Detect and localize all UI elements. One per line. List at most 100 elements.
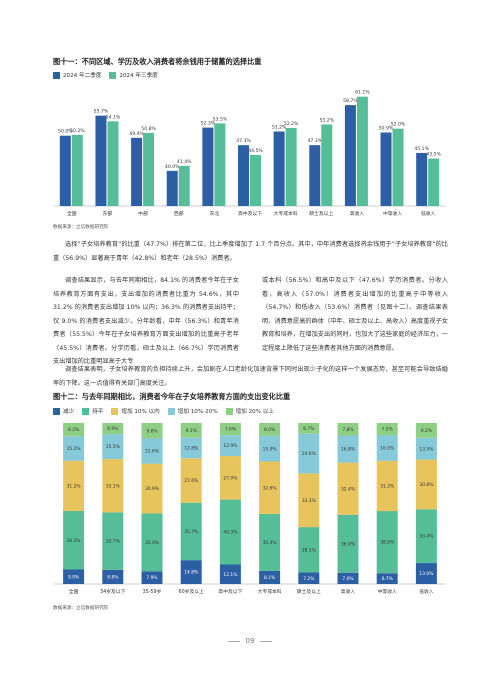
stack-value-label: 7.2% (303, 576, 314, 582)
stack-segment-up10 (219, 456, 241, 500)
stack-segment-flat (376, 511, 398, 574)
stack-segment-flat (141, 513, 163, 572)
x-tick-label: 全国 (67, 210, 77, 217)
page-number-text: 09 (245, 637, 255, 645)
bar-q2 (344, 105, 356, 206)
stack-segment-up20 (337, 423, 359, 436)
stack-value-label: 28.1% (302, 547, 316, 553)
stack-value-label: 6.9% (107, 426, 118, 432)
legend-label-q2: 2024 年二季度 (63, 73, 102, 79)
stack-value-label: 8.0% (264, 427, 275, 433)
legend-item-up20: 增加 20% 以上 (225, 407, 274, 415)
stack-value-label: 15.9% (263, 446, 277, 452)
stack-segment-up10 (298, 473, 320, 528)
stack-value-label: 30.8% (419, 482, 433, 488)
stack-segment-decrease (337, 572, 359, 584)
x-tick-label: 中部 (138, 210, 148, 217)
bar-value-label: 49.4% (129, 131, 144, 137)
stack-segment-flat (219, 499, 241, 565)
bar-value-label: 47.3% (307, 138, 322, 144)
stack-value-label: 33.3% (302, 498, 316, 504)
legend-swatch-up10-20 (167, 407, 175, 415)
stack-segment-decrease (102, 569, 124, 584)
paragraph-2-left: 调查结果显示，与去年同期相比，84.1% 的消费者今年在子女培养教育方面有支出，… (53, 274, 239, 369)
x-tick-label: 东北 (210, 210, 220, 217)
stack-segment-decrease (180, 560, 202, 584)
bar-q2 (131, 137, 143, 206)
bar-q3 (71, 134, 83, 206)
figure11-legend: 2024 年二季度 2024 年三季度 (53, 71, 158, 79)
stack-segment-up10-20 (141, 438, 163, 464)
stack-segment-up20 (219, 423, 241, 436)
bar-value-label: 54.1% (106, 114, 121, 120)
bar-q3 (107, 121, 119, 206)
stack-value-label: 12.8% (184, 446, 198, 452)
stack-segment-flat (63, 510, 85, 570)
legend-item-up10-20: 增加 10%-20% (167, 407, 218, 415)
legend-item-flat: 持平 (82, 407, 103, 415)
bar-value-label: 44.5% (248, 148, 263, 154)
stack-segment-up20 (63, 423, 85, 437)
stack-segment-decrease (298, 572, 320, 584)
x-tick-label: 硕士及以上 (309, 210, 333, 217)
stack-value-label: 9.0% (68, 574, 79, 580)
stack-value-label: 8.2% (68, 427, 79, 433)
x-tick-label: 中等收入 (383, 210, 402, 217)
stack-value-label: 6.7% (382, 576, 393, 582)
stack-value-label: 35.7% (106, 539, 120, 545)
stack-segment-up10 (376, 460, 398, 512)
stack-segment-up10 (337, 462, 359, 515)
bar-value-label: 50.2% (70, 128, 85, 134)
stack-value-label: 16.8% (341, 447, 355, 453)
bar-value-label: 53.5% (213, 116, 228, 122)
bar-value-label: 50.0% (58, 129, 73, 135)
bar-q2 (309, 145, 321, 206)
stack-segment-up10-20 (376, 435, 398, 461)
bar-q3 (356, 96, 368, 206)
stack-segment-up10-20 (219, 435, 241, 457)
paragraph-2-right: 或本科（56.5%）和高中及以下（47.6%）学历消费者。分收入看，高收入（57… (262, 274, 448, 355)
stack-value-label: 9.2% (421, 428, 432, 434)
stack-value-label: 32.4% (341, 486, 355, 492)
bar-value-label: 50.9% (379, 126, 394, 132)
bar-value-label: 52.2% (284, 121, 299, 127)
bar-q3 (143, 132, 155, 206)
stack-segment-up20 (180, 423, 202, 438)
stack-value-label: 27.0% (223, 475, 237, 481)
stack-segment-decrease (415, 563, 437, 584)
bar-q3 (214, 123, 226, 206)
stack-segment-up10-20 (415, 437, 437, 460)
stack-segment-up10-20 (298, 433, 320, 474)
x-tick-label: 高中及以下 (218, 588, 242, 595)
x-tick-label: 东部 (103, 210, 113, 217)
x-tick-label: 大专或本科 (274, 210, 298, 217)
stack-segment-up10 (141, 463, 163, 514)
bar-value-label: 55.7% (94, 109, 109, 115)
x-tick-label: 大专或本科 (258, 588, 282, 595)
stack-value-label: 7.6% (225, 427, 236, 433)
legend-swatch-q3 (109, 71, 117, 79)
paragraph-2-left-text: 调查结果显示，与去年同期相比，84.1% 的消费者今年在子女培养教育方面有支出，… (53, 277, 239, 365)
x-tick-label: 硕士及以上 (297, 588, 321, 595)
stack-value-label: 6.7% (303, 426, 314, 432)
stack-value-label: 27.6% (184, 478, 198, 484)
bar-q3 (285, 127, 297, 206)
stack-segment-decrease (259, 570, 281, 584)
bar-value-label: 50.8% (141, 126, 156, 132)
stack-segment-up10-20 (63, 436, 85, 461)
x-tick-label: 低收入 (419, 588, 434, 595)
stack-segment-up20 (415, 423, 437, 438)
stack-segment-up10 (102, 459, 124, 513)
paragraph-3-text: 调查结果表明，子女培养教育的负担持续上升，会加剧在人口老龄化加速背景下同时出现少… (53, 366, 448, 387)
x-tick-label: 35-59岁 (143, 588, 162, 595)
legend-swatch-decrease (53, 407, 60, 415)
legend-label-q3: 2024 年三季度 (119, 73, 158, 79)
stack-value-label: 13.0% (419, 571, 433, 577)
legend-item-q3: 2024 年三季度 (109, 71, 158, 79)
figure12-chart: 9.0% 36.3% 31.2% 15.2% 8.2% 全国 8.8% 35.7% 33.1% 1… (54, 423, 446, 595)
x-tick-label: 高收入 (341, 588, 356, 595)
legend-label-flat: 持平 (92, 409, 104, 415)
paragraph-2-right-text: 或本科（56.5%）和高中及以下（47.6%）学历消费者。分收入看，高收入（57… (262, 277, 448, 352)
stack-value-label: 15.2% (67, 446, 81, 452)
bar-q2 (59, 135, 71, 206)
